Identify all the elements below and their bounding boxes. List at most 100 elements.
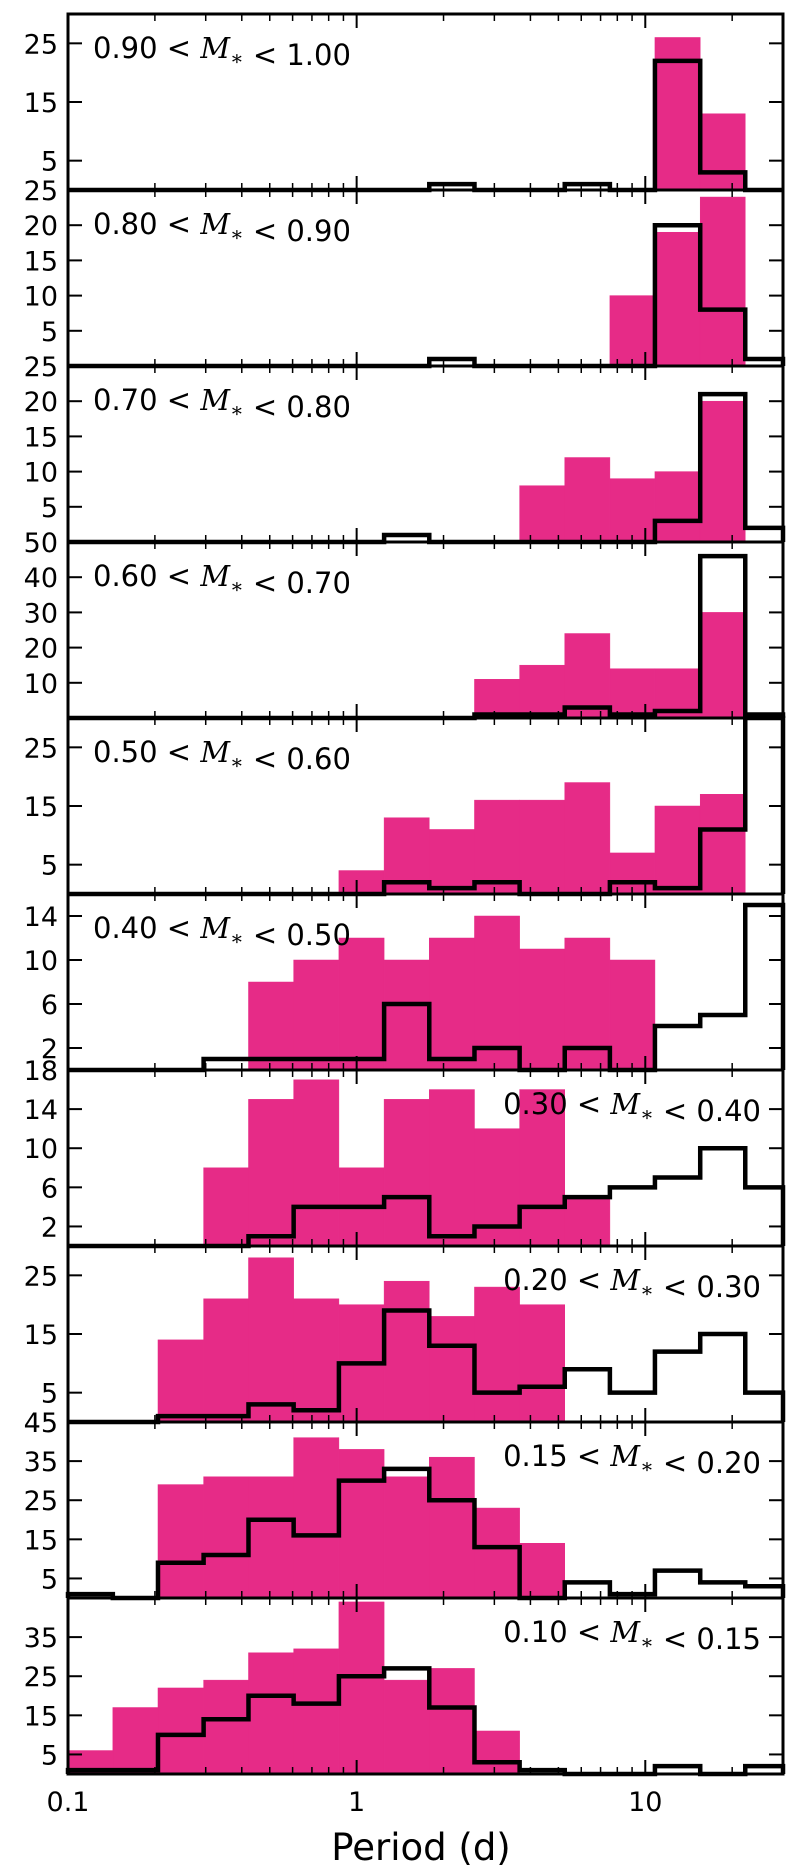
x-tick-label: 0.1 bbox=[47, 1787, 90, 1818]
panel-mass-label: 0.15 < M∗ < 0.20 bbox=[503, 1439, 761, 1480]
filled-bar bbox=[157, 1484, 204, 1599]
filled-bar bbox=[519, 1304, 565, 1423]
panel-mass-label: 0.50 < M∗ < 0.60 bbox=[93, 735, 351, 776]
y-tick-label: 25 bbox=[24, 1261, 58, 1292]
outline-histogram bbox=[68, 902, 786, 1073]
outline-histogram bbox=[68, 1145, 786, 1249]
y-tick-label: 50 bbox=[24, 528, 58, 559]
y-tick-label: 20 bbox=[24, 211, 58, 242]
filled-bar bbox=[474, 679, 520, 719]
y-tick-label: 15 bbox=[24, 1525, 58, 1556]
y-tick-label: 5 bbox=[41, 1564, 58, 1595]
y-tick-label: 15 bbox=[24, 1701, 58, 1732]
filled-bar bbox=[293, 1437, 340, 1599]
y-tick-label: 20 bbox=[24, 634, 58, 665]
filled-bar bbox=[338, 1601, 385, 1775]
filled-bar bbox=[699, 612, 746, 719]
filled-bar bbox=[654, 231, 701, 367]
panel-mass-label: 0.10 < M∗ < 0.15 bbox=[503, 1615, 761, 1656]
panel-8: 45 35 25 15 5 0.15 < M∗ < 0.20 bbox=[24, 1408, 786, 1601]
y-tick-label: 5 bbox=[41, 317, 58, 348]
x-tick-label: 10 bbox=[628, 1787, 662, 1818]
filled-bar bbox=[338, 1449, 385, 1599]
y-tick-label: 10 bbox=[24, 282, 58, 313]
filled-bar bbox=[429, 1456, 475, 1599]
filled-bar bbox=[654, 471, 701, 543]
filled-bar bbox=[699, 113, 746, 191]
filled-bar bbox=[519, 485, 565, 543]
y-tick-label: 35 bbox=[24, 1623, 58, 1654]
filled-bar bbox=[203, 1679, 249, 1775]
y-tick-label: 2 bbox=[41, 1034, 58, 1065]
filled-bar bbox=[609, 668, 656, 719]
panel-4: 25 15 5 0.50 < M∗ < 0.60 bbox=[24, 715, 786, 897]
filled-bar bbox=[383, 1280, 430, 1423]
filled-bar bbox=[429, 1316, 475, 1423]
y-tick-label: 15 bbox=[24, 246, 58, 277]
y-tick-label: 45 bbox=[24, 1408, 58, 1439]
filled-bar bbox=[474, 1507, 520, 1599]
filled-bar bbox=[564, 782, 611, 895]
panel-0: 25 15 5 0.90 < M∗ < 1.00 bbox=[24, 12, 785, 193]
filled-bar bbox=[203, 1167, 249, 1247]
panel-5: 14 10 6 2 0.40 < M∗ < 0.50 bbox=[24, 892, 786, 1073]
filled-bar bbox=[203, 1298, 249, 1423]
filled-bar bbox=[609, 478, 656, 543]
filled-bar bbox=[699, 400, 746, 543]
panel-7: 25 15 5 0.20 < M∗ < 0.30 bbox=[24, 1244, 786, 1425]
panel-frame bbox=[66, 1596, 785, 1776]
filled-bar bbox=[429, 937, 475, 1071]
y-tick-label: 10 bbox=[24, 669, 58, 700]
filled-bar bbox=[293, 1648, 340, 1775]
filled-bar bbox=[564, 1196, 611, 1247]
panel-mass-label: 0.80 < M∗ < 0.90 bbox=[93, 207, 351, 248]
y-tick-label: 40 bbox=[24, 563, 58, 594]
outline-histogram bbox=[65, 1466, 786, 1601]
outline-histogram bbox=[68, 1308, 786, 1425]
filled-bar bbox=[474, 915, 520, 1071]
filled-bar bbox=[338, 870, 385, 895]
y-tick-label: 6 bbox=[41, 990, 58, 1021]
filled-bar bbox=[519, 948, 565, 1071]
y-tick-label: 18 bbox=[24, 1056, 58, 1087]
filled-bar bbox=[429, 829, 475, 895]
y-tick-label: 25 bbox=[24, 29, 58, 60]
y-tick-label: 10 bbox=[24, 458, 58, 489]
filled-bar bbox=[157, 1687, 204, 1775]
filled-bar bbox=[157, 1339, 204, 1423]
y-tick-label: 20 bbox=[24, 387, 58, 418]
filled-bar bbox=[112, 1707, 159, 1775]
y-tick-label: 30 bbox=[24, 598, 58, 629]
y-tick-label: 14 bbox=[24, 1095, 58, 1126]
y-tick-label: 14 bbox=[24, 902, 58, 933]
filled-bar bbox=[654, 805, 701, 895]
y-tick-label: 10 bbox=[24, 1134, 58, 1165]
filled-bar bbox=[248, 981, 294, 1071]
y-tick-label: 5 bbox=[41, 493, 58, 524]
panel-mass-label: 0.30 < M∗ < 0.40 bbox=[503, 1087, 761, 1128]
filled-bar bbox=[248, 1099, 294, 1247]
y-tick-label: 15 bbox=[24, 422, 58, 453]
filled-bar bbox=[203, 1476, 249, 1599]
filled-bar bbox=[699, 794, 746, 895]
y-tick-label: 15 bbox=[24, 792, 58, 823]
y-tick-label: 5 bbox=[41, 851, 58, 882]
y-tick-label: 25 bbox=[24, 1662, 58, 1693]
filled-bar bbox=[609, 295, 656, 367]
y-tick-label: 2 bbox=[41, 1212, 58, 1243]
y-tick-label: 25 bbox=[24, 1486, 58, 1517]
panel-6: 18 14 10 6 2 0.30 < M∗ < 0.40 bbox=[24, 1056, 786, 1249]
y-tick-label: 5 bbox=[41, 1740, 58, 1771]
panel-mass-label: 0.40 < M∗ < 0.50 bbox=[93, 911, 351, 952]
filled-bar bbox=[383, 959, 430, 1071]
filled-bar bbox=[609, 959, 656, 1071]
outline-histogram bbox=[65, 1666, 786, 1777]
filled-bar bbox=[519, 1089, 565, 1247]
filled-bar bbox=[293, 1079, 340, 1247]
filled-bar bbox=[699, 196, 746, 367]
filled-bar bbox=[293, 959, 340, 1071]
filled-bar bbox=[474, 1286, 520, 1423]
filled-bar bbox=[248, 1257, 294, 1423]
